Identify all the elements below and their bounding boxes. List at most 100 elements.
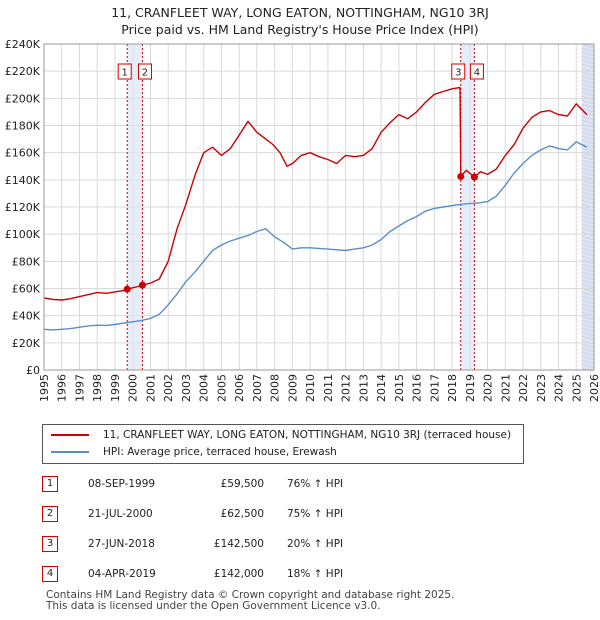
title-line-2: Price paid vs. HM Land Registry's House … [121, 22, 479, 37]
future-shade-hatch [581, 187, 595, 193]
future-shade-hatch [581, 247, 595, 253]
x-tick-label: 2023 [535, 374, 548, 402]
future-shade-hatch [581, 75, 595, 81]
future-shade-hatch [581, 131, 595, 137]
future-shade-hatch [581, 255, 595, 261]
y-tick-label: £160K [5, 147, 41, 160]
x-tick-label: 2007 [251, 374, 264, 402]
future-shade-hatch [581, 127, 595, 133]
future-shade-hatch [581, 163, 595, 169]
table-row: 4 04-APR-2019 £142,000 18% ↑ HPI [42, 564, 582, 584]
transaction-label-text: 2 [142, 68, 148, 79]
x-tick-label: 2002 [162, 374, 175, 402]
footer-line-2: This data is licensed under the Open Gov… [46, 600, 381, 612]
future-shade-hatch [581, 83, 595, 89]
table-row: 1 08-SEP-1999 £59,500 76% ↑ HPI [42, 474, 582, 494]
legend-swatch-property [51, 434, 89, 436]
x-tick-label: 2004 [198, 374, 211, 402]
future-shade-hatch [581, 263, 595, 269]
transaction-point [457, 172, 465, 180]
future-shade-hatch [581, 59, 595, 65]
future-shade-hatch [581, 347, 595, 353]
y-tick-label: £220K [5, 65, 41, 78]
future-shade-hatch [581, 119, 595, 125]
transaction-date: 21-JUL-2000 [88, 508, 153, 520]
transaction-point [123, 285, 131, 293]
future-shade-hatch [581, 215, 595, 221]
x-tick-label: 1995 [38, 374, 51, 402]
y-tick-label: £240K [5, 38, 41, 51]
x-tick-label: 2000 [127, 374, 140, 402]
y-tick-label: £0 [26, 364, 40, 377]
future-shade-hatch [581, 299, 595, 305]
x-tick-label: 2025 [570, 374, 583, 402]
x-tick-label: 2008 [269, 374, 282, 402]
x-tick-label: 2010 [304, 374, 317, 402]
transaction-date: 08-SEP-1999 [88, 478, 156, 490]
transaction-label-text: 3 [455, 68, 461, 79]
future-shade-hatch [581, 47, 595, 53]
future-shade-hatch [581, 143, 595, 149]
property-series-line [43, 86, 588, 301]
title-line-1: 11, CRANFLEET WAY, LONG EATON, NOTTINGHA… [111, 5, 489, 20]
future-shade-hatch [581, 259, 595, 265]
transaction-date: 04-APR-2019 [88, 568, 156, 580]
transaction-hpi-change: 75% ↑ HPI [287, 508, 344, 520]
chart-title: 11, CRANFLEET WAY, LONG EATON, NOTTINGHA… [0, 4, 600, 38]
future-shade-hatch [581, 235, 595, 241]
transaction-label-box [137, 63, 152, 80]
transaction-point [470, 173, 478, 181]
y-tick-label: £120K [5, 201, 41, 214]
future-shade-hatch [581, 363, 595, 369]
x-tick-label: 2012 [340, 374, 353, 402]
x-tick-label: 2018 [446, 374, 459, 402]
transaction-number-badge: 2 [42, 506, 58, 522]
x-tick-label: 2026 [588, 374, 600, 402]
future-shade-hatch [581, 167, 595, 173]
future-shade-hatch [581, 319, 595, 325]
y-tick-label: £80K [12, 255, 41, 268]
chart-legend: 11, CRANFLEET WAY, LONG EATON, NOTTINGHA… [42, 424, 524, 464]
legend-label-hpi: HPI: Average price, terraced house, Erew… [103, 446, 337, 458]
future-shade-hatch [581, 55, 595, 61]
future-shade-hatch [581, 195, 595, 201]
x-tick-label: 2024 [553, 374, 566, 402]
x-tick-label: 2006 [233, 374, 246, 402]
transaction-number-badge: 3 [42, 536, 58, 552]
future-shade-hatch [581, 307, 595, 313]
legend-swatch-hpi [51, 451, 89, 453]
future-shade-hatch [581, 219, 595, 225]
transaction-number-badge: 1 [42, 476, 58, 492]
transaction-label-box [117, 63, 132, 80]
y-tick-label: £40K [12, 310, 41, 323]
table-row: 2 21-JUL-2000 £62,500 75% ↑ HPI [42, 504, 582, 524]
future-shade-hatch [581, 155, 595, 161]
future-shade-hatch [581, 91, 595, 97]
future-shade-hatch [581, 243, 595, 249]
transaction-point [138, 281, 146, 289]
future-shade-hatch [581, 251, 595, 257]
transaction-hpi-change: 18% ↑ HPI [287, 568, 344, 580]
transaction-price: £62,500 [220, 508, 264, 520]
future-shade-hatch [581, 79, 595, 85]
x-tick-label: 2013 [357, 374, 370, 402]
transaction-price: £142,500 [213, 538, 264, 550]
x-tick-label: 1997 [73, 374, 86, 402]
transaction-price: £59,500 [220, 478, 264, 490]
future-shade-hatch [581, 107, 595, 113]
x-tick-label: 1998 [91, 374, 104, 402]
future-shade-hatch [581, 191, 595, 197]
future-shade-hatch [581, 295, 595, 301]
future-shade-hatch [581, 87, 595, 93]
future-shade-hatch [581, 63, 595, 69]
future-shade-hatch [581, 291, 595, 297]
future-shade-hatch [581, 275, 595, 281]
future-shade-hatch [581, 179, 595, 185]
transaction-number-badge: 4 [42, 566, 58, 582]
transaction-period-band [460, 44, 475, 370]
future-shade-hatch [581, 267, 595, 273]
future-shade-hatch [581, 227, 595, 233]
future-shade-hatch [581, 343, 595, 349]
plot-frame [43, 43, 595, 371]
future-shade-hatch [581, 359, 595, 365]
